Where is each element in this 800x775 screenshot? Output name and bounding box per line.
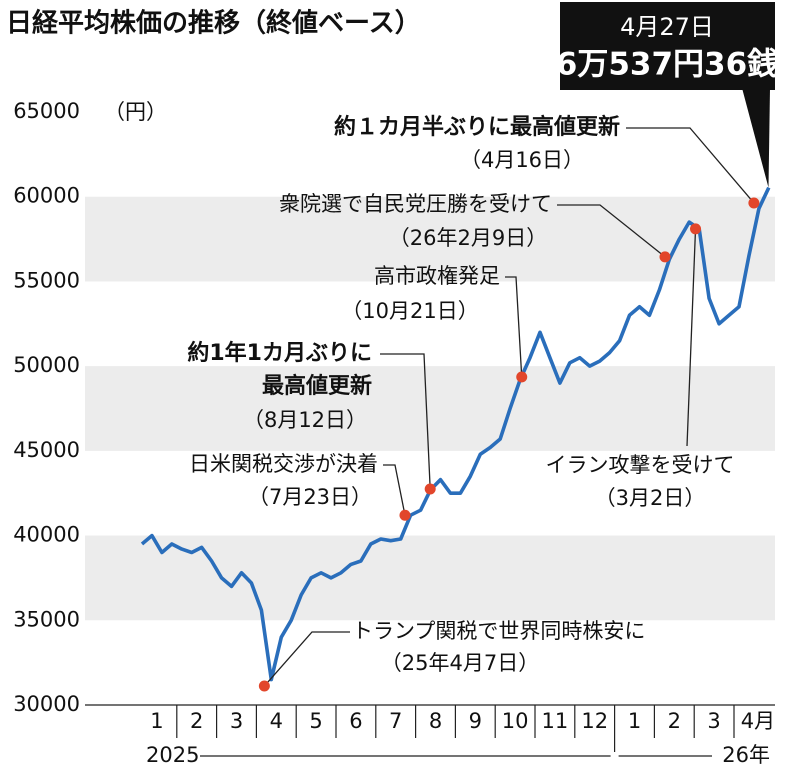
annotation-label: 日米関税交渉が決着 [189, 452, 378, 476]
x-tick-label: 8 [429, 709, 442, 733]
bands [85, 196, 775, 621]
x-tick-label: 2 [668, 709, 681, 733]
x-tick-label: 5 [309, 709, 322, 733]
x-tick-label: 7 [389, 709, 402, 733]
x-tick-label: 6 [349, 709, 362, 733]
x-tick-label: 9 [469, 709, 482, 733]
callout-box [560, 2, 775, 90]
annotation-date: （3月2日） [595, 486, 706, 510]
y-tick-label: 30000 [13, 692, 80, 716]
event-dot [424, 483, 436, 495]
annotation-date: （4月16日） [460, 148, 584, 172]
annotation-date: （10月21日） [341, 299, 478, 323]
year-label: 26年 [722, 743, 770, 767]
x-tick-label: 2 [190, 709, 203, 733]
x-tick-label: 12 [581, 709, 608, 733]
y-tick-label: 35000 [13, 607, 80, 631]
annotation-date: （8月12日） [243, 408, 367, 432]
y-tick-label: 40000 [13, 523, 80, 547]
y-unit: （円） [104, 100, 167, 124]
leader-line [626, 127, 755, 204]
grid-band [85, 366, 775, 451]
y-tick-label: 55000 [13, 268, 80, 292]
x-tick-label: 1 [628, 709, 641, 733]
x-tick-label: 10 [502, 709, 529, 733]
leader-line [505, 276, 523, 378]
year-label: 2025 [146, 743, 199, 767]
annotation-date: （7月23日） [248, 485, 372, 509]
x-tick-label: 4 [270, 709, 283, 733]
y-tick-label: 45000 [13, 438, 80, 462]
callout-pointer [742, 88, 770, 188]
x-tick-label: 3 [230, 709, 243, 733]
annotation-label: 高市政権発足 [374, 264, 500, 288]
annotation-label: 衆院選で自民党圧勝を受けて [279, 192, 552, 216]
annotation-label: トランプ関税で世界同時株安に [352, 619, 645, 643]
callout-value: 6万537円36銭 [556, 47, 778, 83]
x-tick-label: 4月 [741, 709, 775, 733]
event-dot [748, 197, 760, 209]
annotation-label: イラン攻撃を受けて [546, 453, 735, 477]
event-dot [258, 680, 270, 692]
chart-title: 日経平均株価の推移（終値ベース） [6, 8, 421, 39]
x-tick-label: 11 [542, 709, 569, 733]
annotation-date: （25年4月7日） [381, 651, 539, 675]
event-dot [516, 371, 528, 383]
callout-date: 4月27日 [620, 13, 714, 41]
grid-band [85, 196, 775, 282]
annotation-label: 約1年1カ月ぶりに [187, 340, 372, 366]
annotation-label: 最高値更新 [262, 373, 372, 399]
leader-line [557, 204, 666, 258]
y-tick-label: 60000 [13, 184, 80, 208]
leader-line [383, 464, 406, 516]
event-dot [690, 223, 702, 235]
leader-line [263, 631, 350, 687]
event-dot [659, 251, 671, 263]
grid-band [85, 535, 775, 621]
leader-line [686, 228, 697, 447]
y-tick-label: 50000 [13, 353, 80, 377]
price-line [140, 186, 771, 682]
event-dot [399, 509, 411, 521]
x-tick-label: 1 [150, 709, 163, 733]
x-tick-label: 3 [707, 709, 720, 733]
y-tick-label: 65000 [13, 99, 80, 123]
annotation-date: （26年2月9日） [389, 226, 547, 250]
annotation-label: 約１カ月半ぶりに最高値更新 [334, 114, 620, 140]
leader-line [380, 353, 431, 490]
